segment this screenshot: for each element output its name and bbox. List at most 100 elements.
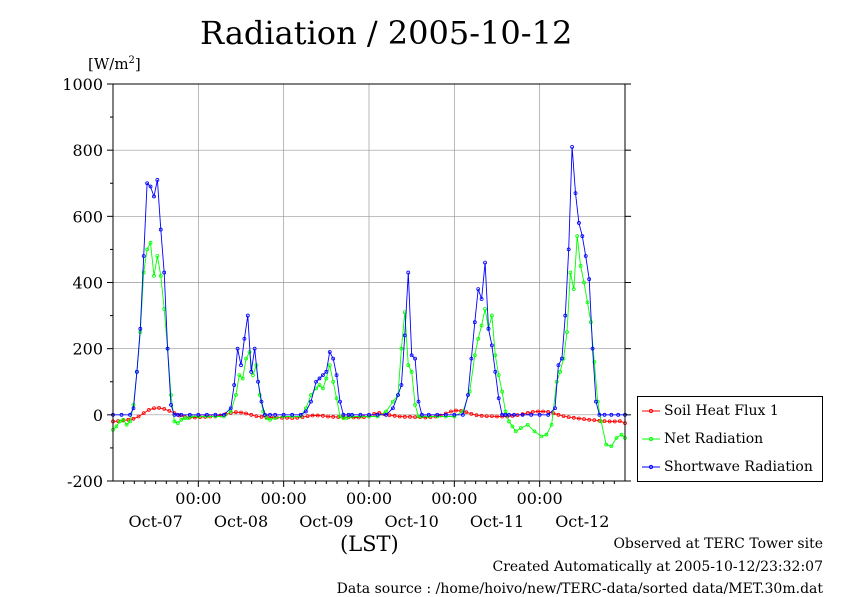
data-point-0 — [577, 416, 581, 421]
data-point-0 — [607, 419, 612, 424]
data-point-0 — [244, 411, 249, 416]
data-point-2 — [520, 412, 525, 417]
data-point-0 — [474, 413, 479, 418]
series-line-1 — [112, 236, 626, 447]
data-point-0 — [218, 413, 223, 418]
data-point-2 — [273, 412, 278, 417]
data-point-1 — [409, 369, 414, 374]
data-point-2 — [426, 412, 431, 417]
data-point-2 — [537, 412, 542, 417]
data-point-2 — [222, 412, 226, 417]
data-point-0 — [233, 410, 238, 415]
data-point-2 — [204, 412, 209, 417]
y-tick-label: 200 — [72, 340, 103, 359]
data-point-0 — [449, 409, 453, 414]
date-label: Oct-12 — [555, 512, 609, 531]
data-point-2 — [479, 297, 484, 301]
data-point-1 — [544, 432, 549, 437]
data-point-0 — [469, 411, 474, 416]
y-tick-label: 400 — [72, 274, 103, 293]
data-point-2 — [350, 412, 354, 417]
y-tick-label: -200 — [67, 472, 103, 491]
data-point-1 — [507, 419, 511, 424]
data-point-2 — [334, 373, 339, 378]
x-tick-label: 00:00 — [261, 489, 307, 508]
data-point-1 — [240, 376, 245, 381]
data-point-2 — [443, 412, 448, 417]
data-point-0 — [397, 414, 402, 419]
data-point-1 — [152, 273, 156, 278]
legend-item-soil-heat-flux: Soil Heat Flux 1 — [642, 401, 779, 421]
data-point-0 — [571, 415, 576, 420]
data-point-2 — [119, 412, 124, 417]
data-point-1 — [128, 419, 132, 424]
y-unit-label: [W/m2] — [88, 55, 141, 73]
data-point-2 — [476, 287, 481, 292]
data-point-0 — [131, 416, 136, 421]
data-point-2 — [162, 270, 167, 275]
legend-item-shortwave-radiation: Shortwave Radiation — [642, 457, 813, 477]
data-point-2 — [556, 363, 561, 368]
data-point-1 — [233, 393, 238, 397]
data-point-2 — [290, 412, 295, 417]
data-point-1 — [344, 416, 349, 421]
data-point-2 — [259, 399, 264, 404]
data-point-2 — [616, 412, 621, 417]
data-point-1 — [172, 419, 177, 424]
data-point-0 — [541, 409, 545, 414]
data-point-1 — [406, 363, 411, 368]
data-point-0 — [392, 413, 397, 418]
data-point-1 — [525, 422, 530, 427]
data-point-1 — [619, 432, 624, 437]
data-point-2 — [187, 412, 192, 417]
data-point-2 — [507, 412, 511, 417]
data-point-0 — [413, 415, 417, 420]
data-point-0 — [587, 417, 592, 422]
data-point-1 — [489, 313, 494, 318]
data-point-0 — [249, 412, 254, 417]
data-point-2 — [420, 412, 424, 417]
data-point-0 — [146, 407, 151, 412]
footer-created: Created Automatically at 2005-10-12/23:3… — [492, 559, 823, 575]
data-point-1 — [472, 353, 477, 358]
data-point-2 — [338, 399, 342, 404]
data-point-1 — [237, 373, 242, 378]
data-point-1 — [604, 442, 609, 447]
data-point-0 — [259, 414, 264, 419]
data-point-0 — [387, 413, 392, 418]
data-point-1 — [399, 346, 404, 351]
data-point-1 — [145, 247, 150, 252]
data-point-1 — [121, 417, 126, 422]
data-point-0 — [305, 414, 310, 419]
data-point-2 — [493, 369, 498, 374]
data-point-0 — [254, 414, 259, 419]
data-point-2 — [570, 144, 574, 149]
data-point-0 — [438, 413, 443, 418]
data-point-2 — [256, 379, 260, 384]
data-point-2 — [314, 379, 318, 384]
x-tick-label: 00:00 — [431, 489, 477, 508]
data-point-2 — [309, 399, 313, 404]
legend-swatch-shortwave-radiation — [642, 464, 660, 470]
data-point-2 — [500, 412, 505, 417]
data-point-0 — [489, 414, 494, 419]
data-point-0 — [484, 414, 489, 419]
data-point-2 — [594, 399, 598, 404]
data-point-2 — [228, 406, 233, 411]
data-point-0 — [495, 414, 499, 419]
data-point-2 — [435, 412, 440, 417]
data-point-1 — [117, 419, 122, 424]
date-label: Oct-09 — [299, 512, 353, 531]
data-point-2 — [341, 412, 346, 417]
data-point-2 — [583, 254, 588, 258]
data-point-1 — [264, 416, 269, 421]
data-point-2 — [609, 412, 614, 417]
data-point-1 — [532, 429, 537, 434]
data-point-1 — [575, 234, 580, 239]
legend-label-shortwave-radiation: Shortwave Radiation — [664, 459, 813, 475]
data-point-2 — [145, 181, 150, 186]
data-point-0 — [408, 414, 412, 419]
data-point-0 — [331, 414, 336, 419]
data-point-1 — [124, 422, 129, 427]
data-point-2 — [566, 247, 571, 252]
